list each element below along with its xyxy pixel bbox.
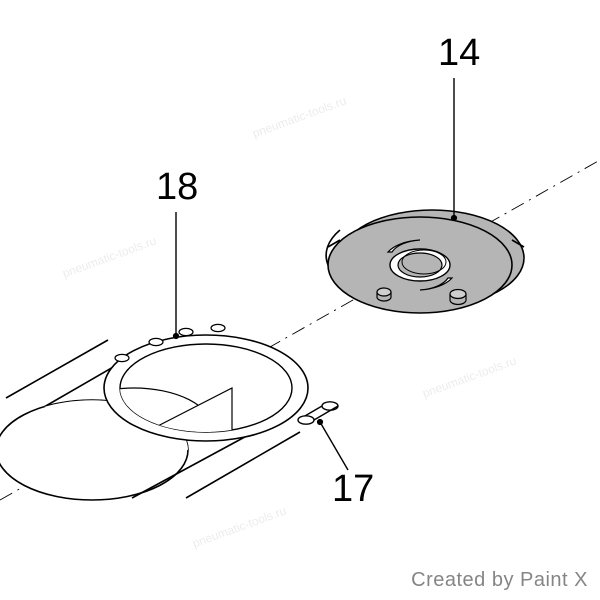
part-18-cylinder <box>0 324 308 500</box>
callout-label-14: 14 <box>438 34 480 72</box>
part-14-plate <box>326 210 524 313</box>
diagram-svg <box>0 0 600 600</box>
callout-label-17: 17 <box>332 470 374 508</box>
credit-text: Created by Paint X <box>411 569 588 592</box>
diagram-canvas: 14 18 17 pneumatic-tools.ru pneumatic-to… <box>0 0 600 600</box>
callout-label-18: 18 <box>156 168 198 206</box>
